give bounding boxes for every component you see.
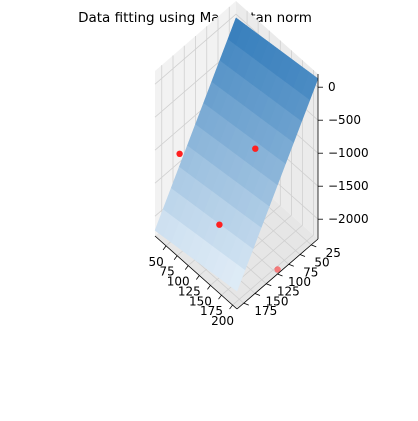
z-tick-label: −500: [328, 113, 361, 127]
y-tick: [243, 302, 249, 306]
y-tick-label: 50: [314, 256, 329, 270]
y-tick-label: 75: [303, 265, 318, 279]
data-point: [216, 221, 223, 228]
x-tick: [218, 294, 222, 300]
x-tick-label: 50: [148, 255, 163, 269]
axes: 50751001251501752002550751001251501750−5…: [148, 74, 369, 328]
y-tick-label: 100: [288, 275, 311, 289]
x-tick: [184, 265, 189, 270]
y-tick: [299, 254, 306, 257]
x-axis-line: [154, 235, 238, 310]
x-tick-label: 200: [211, 314, 234, 328]
x-tick: [162, 245, 167, 251]
x-tick: [196, 275, 200, 280]
y-tick: [277, 273, 283, 277]
y-tick-label: 175: [254, 304, 277, 318]
data-points-front: [176, 145, 259, 228]
x-tick-label: 150: [189, 294, 212, 308]
x-tick-label: 100: [167, 275, 190, 289]
x-tick: [173, 255, 178, 260]
y-tick: [288, 263, 294, 267]
z-tick-label: −1000: [328, 146, 369, 160]
y-tick: [266, 283, 272, 287]
y-tick-label: 125: [277, 285, 300, 299]
x-tick: [229, 304, 233, 310]
z-tick-label: −1500: [328, 179, 369, 193]
chart-title: Data fitting using Manhattan norm: [78, 10, 312, 26]
y-tick: [254, 293, 261, 296]
surface-patch: [301, 72, 319, 101]
x-tick-label: 175: [200, 304, 223, 318]
y-tick-label: 150: [266, 294, 289, 308]
x-tick-label: 75: [160, 265, 175, 279]
y-tick-label: 25: [326, 246, 341, 260]
y-tick: [311, 244, 317, 248]
x-tick-label: 125: [178, 285, 201, 299]
x-tick: [207, 285, 211, 290]
z-tick-label: 0: [328, 80, 336, 94]
data-point: [252, 145, 259, 152]
z-tick-label: −2000: [328, 212, 369, 226]
data-point: [176, 150, 183, 157]
data-point: [274, 266, 281, 273]
fitted-surface: [154, 17, 319, 292]
